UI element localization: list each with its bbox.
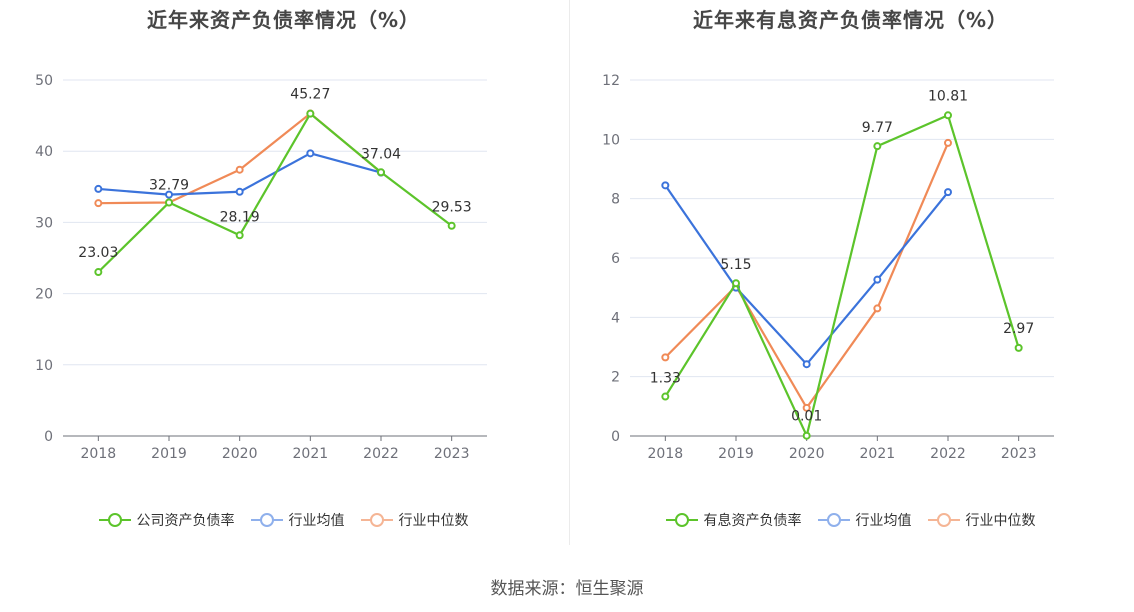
legend-item-industry-mean[interactable]: 行业均值 <box>250 510 345 530</box>
y-tick-label: 40 <box>35 144 53 160</box>
left-chart-panel: 近年来资产负债率情况（%） 0 10 20 30 40 50 2018 2019 2020 202… <box>0 0 567 560</box>
data-point <box>235 165 244 174</box>
data-label: 29.53 <box>432 200 472 216</box>
y-tick-label: 12 <box>602 73 620 89</box>
legend-line-marker-icon <box>98 513 131 527</box>
y-tick-label: 0 <box>44 429 53 445</box>
data-point <box>661 392 670 401</box>
data-point <box>94 184 103 193</box>
legend-line-marker-icon <box>817 513 850 527</box>
data-point <box>94 268 103 277</box>
data-point <box>873 275 882 284</box>
legend-item-company[interactable]: 公司资产负债率 <box>98 510 235 530</box>
debt-ratio-chart: 0 10 20 30 40 50 2018 2019 2020 2021 2022 2023 23.03… <box>35 73 487 462</box>
data-point <box>235 231 244 240</box>
legend-item-industry-median[interactable]: 行业中位数 <box>927 510 1036 530</box>
legend-line-marker-icon <box>665 513 698 527</box>
y-tick-label: 2 <box>611 370 620 386</box>
x-tick-label: 2018 <box>81 446 117 462</box>
x-tick-label: 2018 <box>648 446 684 462</box>
y-tick-label: 0 <box>611 429 620 445</box>
x-tick-label: 2020 <box>789 446 825 462</box>
data-label: 1.33 <box>650 371 681 387</box>
x-tick-label: 2021 <box>293 446 329 462</box>
legend-label: 有息资产负债率 <box>703 513 802 529</box>
legend-line-marker-icon <box>360 513 393 527</box>
legend-label: 行业中位数 <box>398 513 469 529</box>
legend-line-marker-icon <box>250 513 283 527</box>
data-point <box>732 279 740 288</box>
x-tick-label: 2020 <box>222 446 258 462</box>
y-tick-label: 10 <box>602 132 620 148</box>
x-tick-label: 2022 <box>930 446 966 462</box>
x-tick-label: 2019 <box>151 446 187 462</box>
data-point <box>873 304 882 313</box>
y-tick-label: 8 <box>611 192 620 208</box>
y-tick-label: 50 <box>35 73 53 89</box>
data-label: 23.03 <box>78 245 118 261</box>
data-source-note: 数据来源：恒生聚源 <box>490 579 644 599</box>
legend-item-industry-mean[interactable]: 行业均值 <box>817 510 912 530</box>
right-chart-panel: 近年来有息资产负债率情况（%） 0 2 4 6 8 10 12 2018 2019 2020 202… <box>567 0 1134 560</box>
x-tick-label: 2019 <box>718 446 754 462</box>
data-label: 45.27 <box>290 87 330 103</box>
data-label: 2.97 <box>1003 321 1034 337</box>
series-line <box>664 184 949 366</box>
data-label: 10.81 <box>928 88 968 104</box>
data-point <box>944 111 952 120</box>
series-line <box>664 114 1020 437</box>
data-label: 32.79 <box>149 178 189 194</box>
data-point <box>802 403 811 412</box>
y-tick-label: 10 <box>35 358 53 374</box>
data-point <box>873 142 882 151</box>
data-label: 0.01 <box>791 409 822 425</box>
legend-label: 行业均值 <box>855 513 912 529</box>
data-point <box>235 187 244 196</box>
chart-legend: 公司资产负债率 行业均值 行业中位数 <box>0 510 567 530</box>
legend-label: 行业均值 <box>288 513 345 529</box>
y-tick-label: 30 <box>35 215 53 231</box>
data-point <box>165 190 173 199</box>
x-tick-label: 2023 <box>434 446 470 462</box>
data-point <box>94 199 103 208</box>
legend-item-company[interactable]: 有息资产负债率 <box>665 510 802 530</box>
data-label: 9.77 <box>862 120 893 136</box>
data-point <box>165 198 173 207</box>
data-point <box>944 138 952 147</box>
data-point <box>1014 343 1023 352</box>
panel-divider <box>569 0 570 545</box>
chart-title: 近年来有息资产负债率情况（%） <box>692 8 1009 32</box>
data-point <box>306 149 315 158</box>
legend-label: 行业中位数 <box>965 513 1036 529</box>
data-label: 28.19 <box>220 209 260 225</box>
data-point <box>447 221 456 230</box>
data-label: 5.15 <box>720 257 751 273</box>
data-point <box>944 188 952 197</box>
interest-bearing-debt-ratio-chart: 0 2 4 6 8 10 12 2018 2019 2020 2021 2022 2023 1.33 5.1… <box>602 73 1054 462</box>
x-tick-label: 2023 <box>1001 446 1037 462</box>
x-tick-label: 2022 <box>363 446 399 462</box>
data-point <box>661 181 670 190</box>
data-point <box>802 431 811 440</box>
data-point <box>661 353 670 362</box>
data-point <box>306 109 315 118</box>
y-tick-label: 4 <box>611 310 620 326</box>
y-tick-label: 6 <box>611 251 620 267</box>
series-line <box>97 112 453 273</box>
legend-label: 公司资产负债率 <box>136 513 235 529</box>
chart-legend: 有息资产负债率 行业均值 行业中位数 <box>567 510 1134 530</box>
chart-title: 近年来资产负债率情况（%） <box>146 8 421 32</box>
data-point <box>377 168 385 177</box>
data-label: 37.04 <box>361 146 401 162</box>
legend-line-marker-icon <box>927 513 960 527</box>
x-tick-label: 2021 <box>860 446 896 462</box>
data-point <box>802 360 811 369</box>
legend-item-industry-median[interactable]: 行业中位数 <box>360 510 469 530</box>
y-tick-label: 20 <box>35 287 53 303</box>
